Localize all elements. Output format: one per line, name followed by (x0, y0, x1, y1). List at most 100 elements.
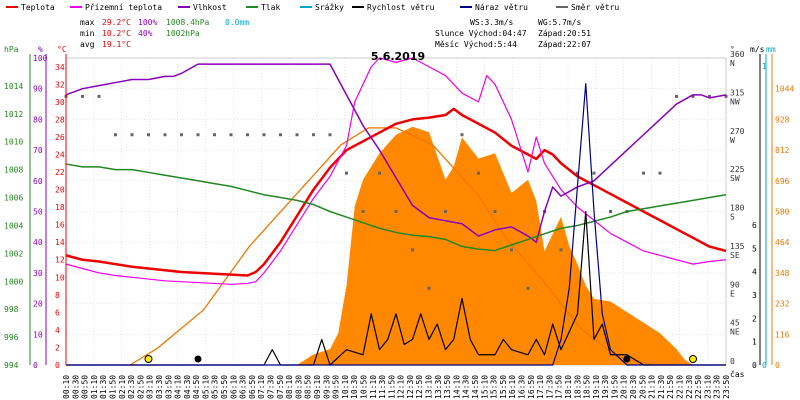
x-tick-label: 06:50 (248, 375, 257, 399)
wind-direction-point (592, 171, 596, 175)
x-tick-label: 10:10 (341, 375, 350, 399)
x-tick-label: 16:10 (508, 375, 517, 399)
x-tick-label: 18:50 (583, 375, 592, 399)
stat-avg-temp: 19.1°C (102, 40, 131, 49)
axis-temp-tick: 18 (55, 203, 65, 212)
legend-label: Vlhkost (193, 3, 227, 12)
wind-direction-point (295, 133, 299, 137)
stat-avg-label: avg (80, 40, 95, 49)
axis-ms-tick: 0 (752, 361, 757, 370)
x-tick-label: 05:30 (211, 375, 220, 399)
chart-title: 5.6.2019 (371, 50, 425, 63)
wind-direction-point (97, 94, 101, 98)
axis-temp-tick: 34 (55, 63, 65, 72)
axis-temp-tick: 6 (55, 308, 60, 317)
x-tick-label: 01:10 (90, 375, 99, 399)
axis-hpa-tick: 1012 (4, 110, 23, 119)
x-tick-label: 03:10 (146, 375, 155, 399)
axis-hpa-tick: 996 (4, 333, 19, 342)
x-tick-label: 01:30 (99, 375, 108, 399)
wind-direction-point (213, 133, 216, 137)
axis-pct-unit: % (38, 45, 43, 54)
axis-dir-tick: 360 (730, 50, 745, 59)
legend-label: Srážky (315, 3, 344, 12)
x-tick-label: 07:50 (276, 375, 285, 399)
axis-temp-tick: 24 (55, 150, 65, 159)
x-tick-label: 10:30 (350, 375, 359, 399)
x-tick-label: 22:50 (694, 375, 703, 399)
wind-direction-point (708, 94, 711, 98)
x-tick-label: 15:50 (499, 375, 508, 399)
axis-wm2-tick: 0 (775, 361, 780, 370)
axis-dir-tick-label: E (730, 289, 735, 298)
axis-hpa-tick: 1002 (4, 249, 23, 258)
axis-temp-tick: 0 (55, 361, 60, 370)
axis-dir-tick: 225 (730, 165, 745, 174)
wind-direction-point (147, 133, 150, 137)
x-tick-label: 15:30 (490, 375, 499, 399)
x-tick-label: 13:50 (443, 375, 452, 399)
x-tick-label: 22:30 (685, 375, 694, 399)
axis-hpa-tick: 1008 (4, 166, 23, 175)
x-tick-label: 20:10 (620, 375, 629, 399)
axis-temp-tick: 16 (55, 221, 65, 230)
axis-temp-unit: °C (57, 45, 67, 54)
x-tick-label: 04:50 (192, 375, 201, 399)
wind-direction-point (262, 133, 266, 137)
x-tick-label: 17:50 (555, 375, 564, 399)
axis-wm2-tick: 580 (775, 208, 790, 217)
axis-mm-unit: mm (766, 45, 776, 54)
axis-pct-tick: 10 (33, 330, 43, 339)
wind-direction-point (460, 133, 464, 137)
x-tick-label: 13:30 (434, 375, 443, 399)
x-tick-label: 02:30 (127, 375, 136, 399)
axis-ms-unit: m/s (750, 45, 765, 54)
axis-hpa-tick: 1006 (4, 194, 23, 203)
x-tick-label: 12:50 (415, 375, 424, 399)
x-tick-label: 00:30 (71, 375, 80, 399)
axis-mm-tick: 0 (762, 361, 767, 370)
x-tick-label: 03:50 (164, 375, 173, 399)
stat-max-rain: 0.0mm (225, 18, 249, 27)
x-tick-label: 09:50 (332, 375, 341, 399)
axis-pct-tick: 0 (33, 361, 38, 370)
axis-dir-tick-label: SE (730, 251, 740, 260)
x-tick-label: 02:10 (118, 375, 127, 399)
axis-wm2-tick: 696 (775, 177, 790, 186)
wind-direction-point (526, 286, 530, 290)
x-tick-label: 03:30 (155, 375, 164, 399)
wind-direction-point (493, 210, 497, 213)
sunrise-text: Slunce Východ:04:47 (435, 29, 527, 38)
x-tick-label: 08:10 (285, 375, 294, 399)
stat-min-label: min (80, 29, 95, 38)
axis-temp-tick: 8 (55, 291, 60, 300)
moonrise-text: Měsíc Východ:5:44 (435, 40, 517, 49)
axis-ms-tick: 2 (752, 314, 757, 323)
x-tick-label: 06:10 (229, 375, 238, 399)
wind-direction-point (675, 94, 678, 98)
wind-gust-text: WG:5.7m/s (538, 18, 582, 27)
x-tick-label: 07:30 (267, 375, 276, 399)
axis-temp-tick: 10 (55, 273, 65, 282)
wind-direction-point (114, 133, 117, 137)
axis-dir-tick: 45 (730, 319, 740, 328)
axis-mm-tick: 1 (762, 62, 767, 71)
x-tick-label: 20:50 (638, 375, 647, 399)
wind-direction-point (246, 133, 249, 137)
axis-pct-tick: 70 (33, 146, 43, 155)
axis-temp-tick: 22 (55, 168, 65, 177)
legend-label: Směr větru (571, 3, 619, 12)
legend-label: Teplota (21, 3, 55, 12)
wind-direction-point (279, 133, 282, 137)
wind-direction-point (345, 171, 348, 175)
x-tick-label: 17:30 (545, 375, 554, 399)
axis-pct-tick: 80 (33, 115, 43, 124)
x-tick-label: 01:50 (108, 375, 117, 399)
moonset-icon (623, 355, 631, 363)
wind-direction-point (394, 210, 398, 213)
x-tick-label: 12:10 (397, 375, 406, 399)
wind-speed-text: WS:3.3m/s (470, 18, 514, 27)
axis-temp-tick: 12 (55, 256, 65, 265)
wind-direction-point (81, 94, 84, 98)
